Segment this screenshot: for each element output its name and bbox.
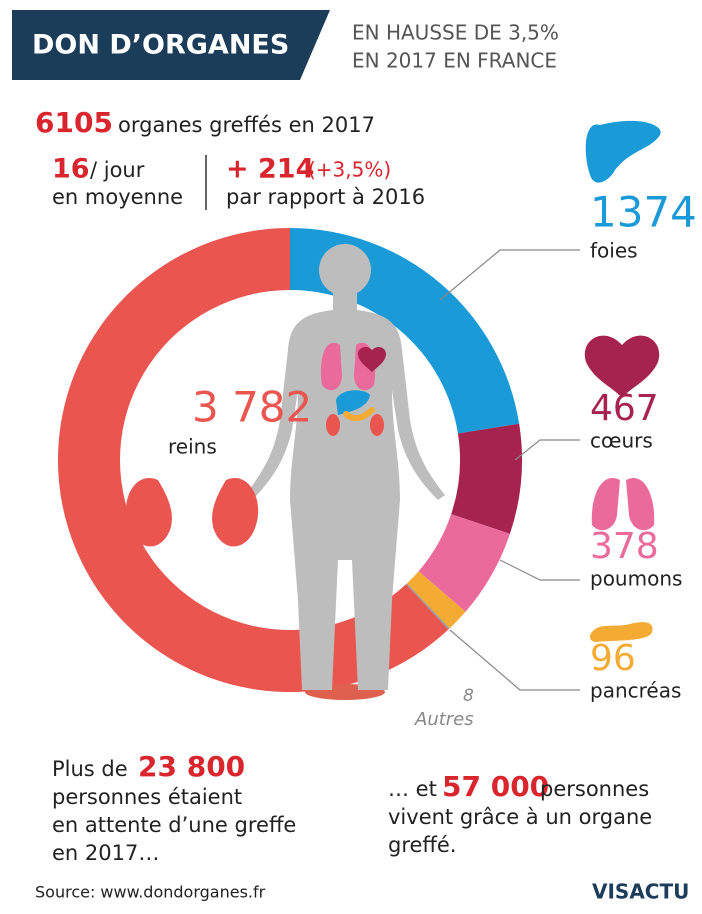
stat-value: 6105 (35, 106, 113, 139)
value-label: 96 (590, 638, 636, 679)
stat-label: en moyenne (52, 185, 183, 209)
waiting-value: 23 800 (138, 750, 245, 783)
category-label: foies (590, 239, 638, 263)
living-prefix: … et (388, 777, 437, 801)
value-label: 467 (590, 388, 659, 429)
lungs-icon (592, 478, 655, 530)
kidneys-icon (126, 478, 258, 546)
stat-value: 16 (52, 154, 90, 185)
donut (58, 228, 522, 692)
living-value: 57 000 (442, 770, 549, 803)
living-line: greffé. (388, 833, 457, 857)
donut-segment (451, 424, 522, 534)
subtitle: EN HAUSSE DE 3,5% (352, 21, 559, 45)
page: { "header": {"title": "DON D’ORGANES", "… (0, 0, 702, 914)
logo: VISACTU (592, 880, 689, 904)
liver-icon (586, 121, 661, 183)
stat-label: organes greffés en 2017 (118, 113, 375, 137)
value-label: 3 782 (192, 383, 312, 432)
living-suffix: personnes (540, 777, 649, 801)
waiting-line: personnes étaient (52, 785, 242, 809)
category-label: pancréas (590, 679, 681, 703)
waiting-line: en attente d’une greffe (52, 813, 296, 837)
category-label: reins (168, 435, 217, 459)
waiting-line: en 2017… (52, 841, 159, 865)
waiting-prefix: Plus de (52, 757, 128, 781)
subtitle: EN 2017 EN FRANCE (352, 49, 557, 73)
value-label: 1374 (590, 188, 697, 237)
stat-percent: (+3,5%) (308, 158, 391, 182)
category-label: poumons (590, 567, 682, 591)
value-label: 378 (590, 526, 659, 567)
source: Source: www.dondorganes.fr (35, 883, 266, 902)
infographic: DON D’ORGANES EN HAUSSE DE 3,5% EN 2017 … (0, 0, 702, 914)
stat-unit: / jour (90, 158, 145, 182)
living-line: vivent grâce à un organe (388, 805, 652, 829)
value-label: 8 (463, 686, 474, 706)
stat-value: + 214 (226, 154, 314, 185)
category-label: cœurs (590, 429, 653, 453)
stat-label: par rapport à 2016 (226, 185, 425, 209)
title: DON D’ORGANES (32, 30, 289, 61)
category-label: Autres (414, 709, 474, 730)
